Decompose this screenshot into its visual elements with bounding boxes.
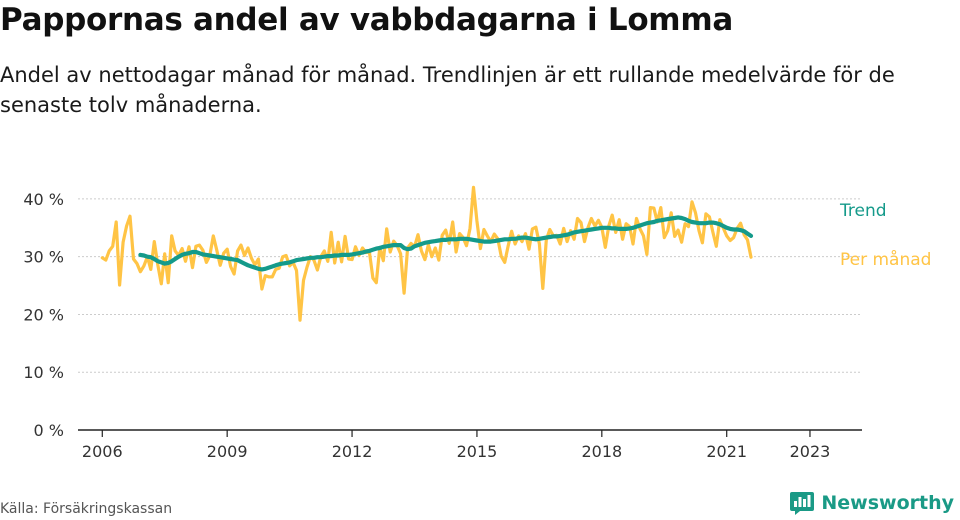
axes: 0 % 10 % 20 % 30 % 40 % 2006 2009 2012 2015 2018 2…	[23, 190, 862, 461]
bar-chart-speech-icon	[790, 492, 815, 515]
series-line-per-manad	[100, 185, 753, 322]
x-tick-label: 2006	[82, 442, 123, 461]
chart-title: Pappornas andel av vabbdagarna i Lomma	[0, 2, 733, 38]
x-tick-label: 2018	[581, 442, 622, 461]
y-tick-label: 0 %	[34, 421, 64, 440]
x-tick-label: 2009	[207, 442, 248, 461]
y-tick-label: 30 %	[23, 248, 64, 267]
brand-name: Newsworthy	[821, 492, 954, 514]
series-label-per-manad: Per månad	[840, 249, 931, 270]
chart-subtitle: Andel av nettodagar månad för månad. Tre…	[0, 63, 895, 117]
y-tick-label: 20 %	[23, 305, 64, 324]
x-tick-label: 2012	[332, 442, 373, 461]
series-lines	[100, 185, 754, 322]
series-labels: Trend Per månad	[839, 201, 931, 270]
y-tick-label: 10 %	[23, 363, 64, 382]
series-label-trend: Trend	[839, 201, 887, 221]
x-tick-label: 2021	[706, 442, 747, 461]
x-tick-label: 2023	[790, 442, 831, 461]
series-line-trend	[138, 215, 754, 272]
source-note: Källa: Försäkringskassan	[0, 501, 173, 517]
brand-logo[interactable]: Newsworthy	[789, 490, 954, 516]
x-tick-label: 2015	[457, 442, 498, 461]
y-tick-label: 40 %	[23, 190, 64, 209]
gridlines	[78, 198, 862, 373]
